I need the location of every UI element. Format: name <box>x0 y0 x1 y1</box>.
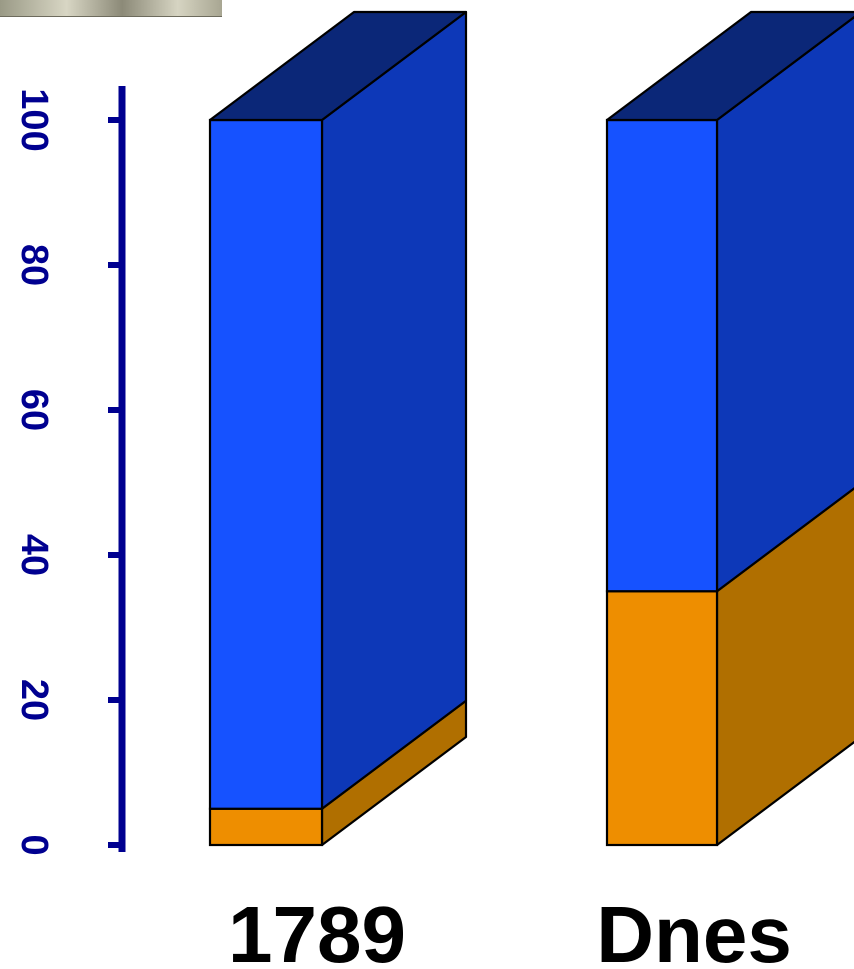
bar-1 <box>605 10 854 847</box>
bar-top-cap <box>605 10 854 122</box>
category-labels: 1789 Dnes <box>228 890 792 969</box>
y-tick-label: 60 <box>13 389 55 431</box>
bar-segment <box>208 118 324 810</box>
y-tick-label: 100 <box>13 88 55 151</box>
category-label: 1789 <box>228 890 406 969</box>
category-label: Dnes <box>596 890 792 969</box>
bar-segment <box>208 807 324 847</box>
bars <box>208 10 854 847</box>
y-axis: 0 20 40 60 80 100 <box>13 86 126 856</box>
bar-segment-side <box>320 10 468 810</box>
y-tick-label: 40 <box>13 534 55 576</box>
bar-segment <box>605 590 719 847</box>
bar-top-cap <box>208 10 468 122</box>
bar-0 <box>208 10 468 847</box>
photo-strip <box>0 0 222 17</box>
y-tick-label: 20 <box>13 679 55 721</box>
bar-segment <box>605 118 719 593</box>
y-tick-label: 0 <box>13 834 55 855</box>
y-tick-label: 80 <box>13 244 55 286</box>
